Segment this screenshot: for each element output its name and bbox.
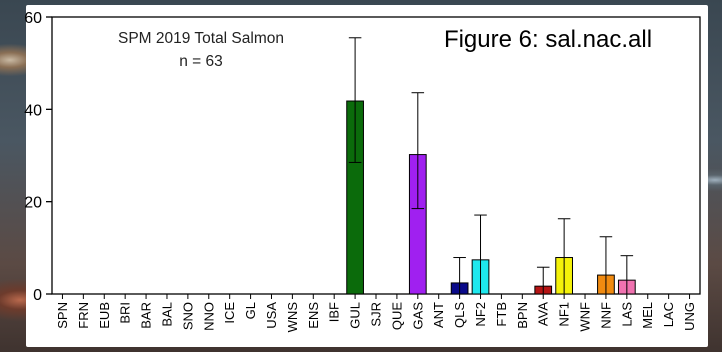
x-tick-label-ens: ENS bbox=[306, 302, 321, 329]
y-tick-label: 0 bbox=[33, 287, 42, 304]
x-tick-label-frn: FRN bbox=[76, 302, 91, 329]
x-tick-label-sno: SNO bbox=[180, 302, 195, 330]
x-tick-labels: SPN FRN EUB BRI BAR BAL SNO NNO ICE GL USA WNS ENS IB… bbox=[55, 302, 697, 333]
x-tick-label-gul: GUL bbox=[348, 302, 363, 329]
x-tick-label-que: QUE bbox=[389, 302, 404, 331]
x-tick-label-las: LAS bbox=[619, 302, 634, 327]
x-tick-label-spn: SPN bbox=[55, 302, 70, 329]
x-tick-label-ftb: FTB bbox=[494, 302, 509, 327]
chart-title: SPM 2019 Total Salmon bbox=[118, 30, 284, 47]
x-tick-label-wnf: WNF bbox=[578, 302, 593, 332]
chart-panel bbox=[26, 5, 708, 347]
x-tick-label-usa: USA bbox=[264, 302, 279, 329]
plot-frame bbox=[51, 16, 701, 295]
chart-bars bbox=[346, 100, 636, 295]
chart-subtitle: n = 63 bbox=[179, 53, 223, 70]
x-tick-label-nf1: NF1 bbox=[557, 302, 572, 327]
x-tick-label-bar: BAR bbox=[139, 302, 154, 329]
figure-caption: Figure 6: sal.nac.all bbox=[444, 26, 652, 53]
chart-axes: 0 20 40 60 bbox=[24, 10, 701, 304]
x-tick-label-qls: QLS bbox=[452, 302, 467, 328]
x-tick-label-ice: ICE bbox=[222, 302, 237, 324]
y-tick-label: 40 bbox=[24, 102, 42, 119]
x-tick-label-ibf: IBF bbox=[327, 302, 342, 322]
x-tick-label-ung: UNG bbox=[682, 302, 697, 331]
x-tick-label-sjr: SJR bbox=[369, 302, 384, 327]
x-tick-label-lac: LAC bbox=[661, 302, 676, 327]
x-tick-label-bpn: BPN bbox=[515, 302, 530, 329]
x-tick-label-mel: MEL bbox=[640, 302, 655, 329]
x-tick-label-ava: AVA bbox=[536, 302, 551, 326]
chart-error-bars bbox=[348, 37, 634, 295]
x-tick-label-ant: ANT bbox=[431, 302, 446, 328]
x-tick-label-bri: BRI bbox=[118, 302, 133, 324]
y-tick-label: 60 bbox=[24, 10, 42, 27]
x-tick-label-nf2: NF2 bbox=[473, 302, 488, 327]
x-tick-label-eub: EUB bbox=[97, 302, 112, 329]
x-tick-label-bal: BAL bbox=[159, 302, 174, 327]
x-tick-label-nno: NNO bbox=[201, 302, 216, 331]
x-tick-label-wns: WNS bbox=[285, 302, 300, 333]
x-tick-label-gl: GL bbox=[243, 302, 258, 319]
y-tick-label: 20 bbox=[24, 195, 42, 212]
x-tick-label-nnf: NNF bbox=[598, 302, 613, 329]
x-tick-label-gas: GAS bbox=[410, 302, 425, 330]
